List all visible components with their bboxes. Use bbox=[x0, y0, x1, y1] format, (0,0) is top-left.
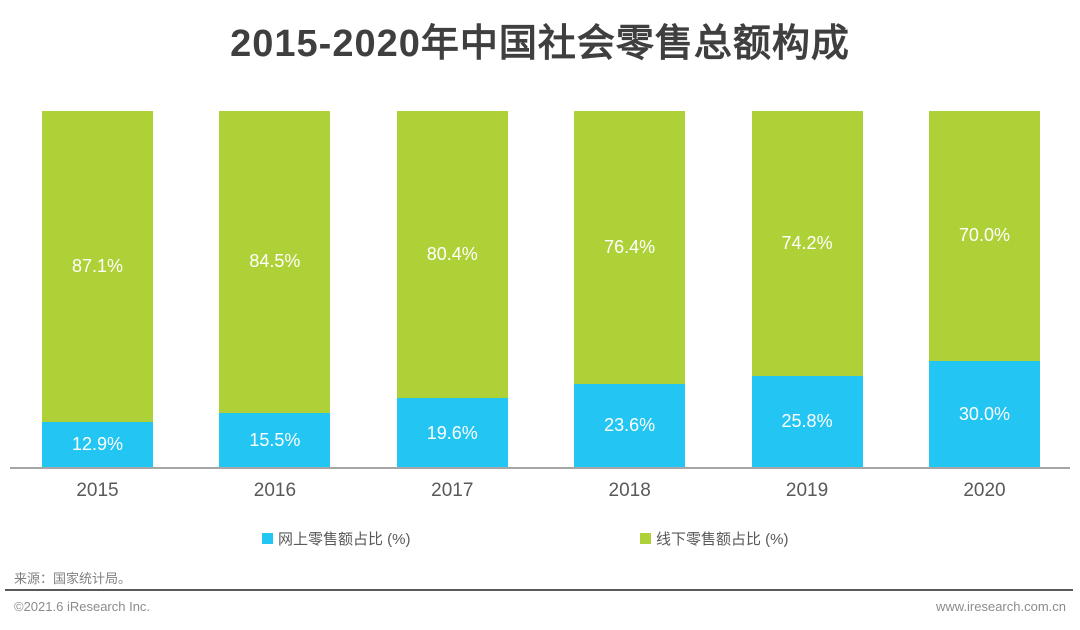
legend-item-offline: 线下零售额占比 (%) bbox=[640, 528, 789, 549]
copyright-text: ©2021.6 iResearch Inc. bbox=[14, 599, 151, 614]
segment-offline-2018: 76.4% bbox=[574, 111, 686, 384]
legend-swatch-offline bbox=[640, 533, 651, 544]
bar-2020: 70.0% 30.0% bbox=[928, 111, 1040, 468]
website-url: www.iresearch.com.cn bbox=[935, 599, 1066, 614]
x-axis-line bbox=[10, 467, 1070, 469]
bar-2018: 76.4% 23.6% bbox=[574, 111, 686, 468]
x-axis-label-2020: 2020 bbox=[963, 480, 1006, 501]
segment-online-2017: 19.6% bbox=[396, 398, 508, 468]
segment-offline-2017: 80.4% bbox=[396, 111, 508, 399]
segment-offline-2020: 70.0% bbox=[928, 111, 1040, 361]
segment-offline-2019: 74.2% bbox=[751, 111, 863, 376]
legend-label-offline: 线下零售额占比 (%) bbox=[656, 531, 789, 548]
segment-offline-2015: 87.1% bbox=[42, 111, 153, 422]
segment-online-2016: 15.5% bbox=[219, 412, 331, 468]
x-axis-label-2016: 2016 bbox=[253, 480, 297, 501]
stacked-bar-plot-area: 87.1% 12.9% 84.5% 15.5% 80.4% 19.6% 76.4% 23.6%… bbox=[42, 111, 1040, 468]
segment-online-2019: 25.8% bbox=[751, 375, 863, 468]
source-note: 来源：国家统计局。 bbox=[14, 571, 132, 586]
legend-swatch-online bbox=[262, 533, 273, 544]
segment-online-2020: 30.0% bbox=[928, 360, 1040, 468]
segment-online-2018: 23.6% bbox=[574, 383, 686, 468]
chart-title: 2015-2020年中国社会零售总额构成 bbox=[230, 23, 850, 65]
legend-item-online: 网上零售额占比 (%) bbox=[262, 528, 411, 549]
x-axis-label-2019: 2019 bbox=[785, 480, 829, 501]
bar-2016: 84.5% 15.5% bbox=[219, 111, 331, 468]
bar-2017: 80.4% 19.6% bbox=[396, 111, 508, 468]
segment-offline-2016: 84.5% bbox=[219, 111, 331, 413]
segment-online-2015: 12.9% bbox=[42, 421, 153, 468]
x-axis-label-2015: 2015 bbox=[76, 480, 119, 501]
x-axis-label-2017: 2017 bbox=[431, 480, 474, 501]
legend-label-online: 网上零售额占比 (%) bbox=[278, 531, 411, 548]
footer-separator-line bbox=[5, 589, 1073, 591]
x-axis-labels: 2015 2016 2017 2018 2019 2020 bbox=[42, 480, 1040, 502]
bar-2019: 74.2% 25.8% bbox=[751, 111, 863, 468]
x-axis-label-2018: 2018 bbox=[608, 480, 651, 501]
bar-2015: 87.1% 12.9% bbox=[42, 111, 153, 468]
